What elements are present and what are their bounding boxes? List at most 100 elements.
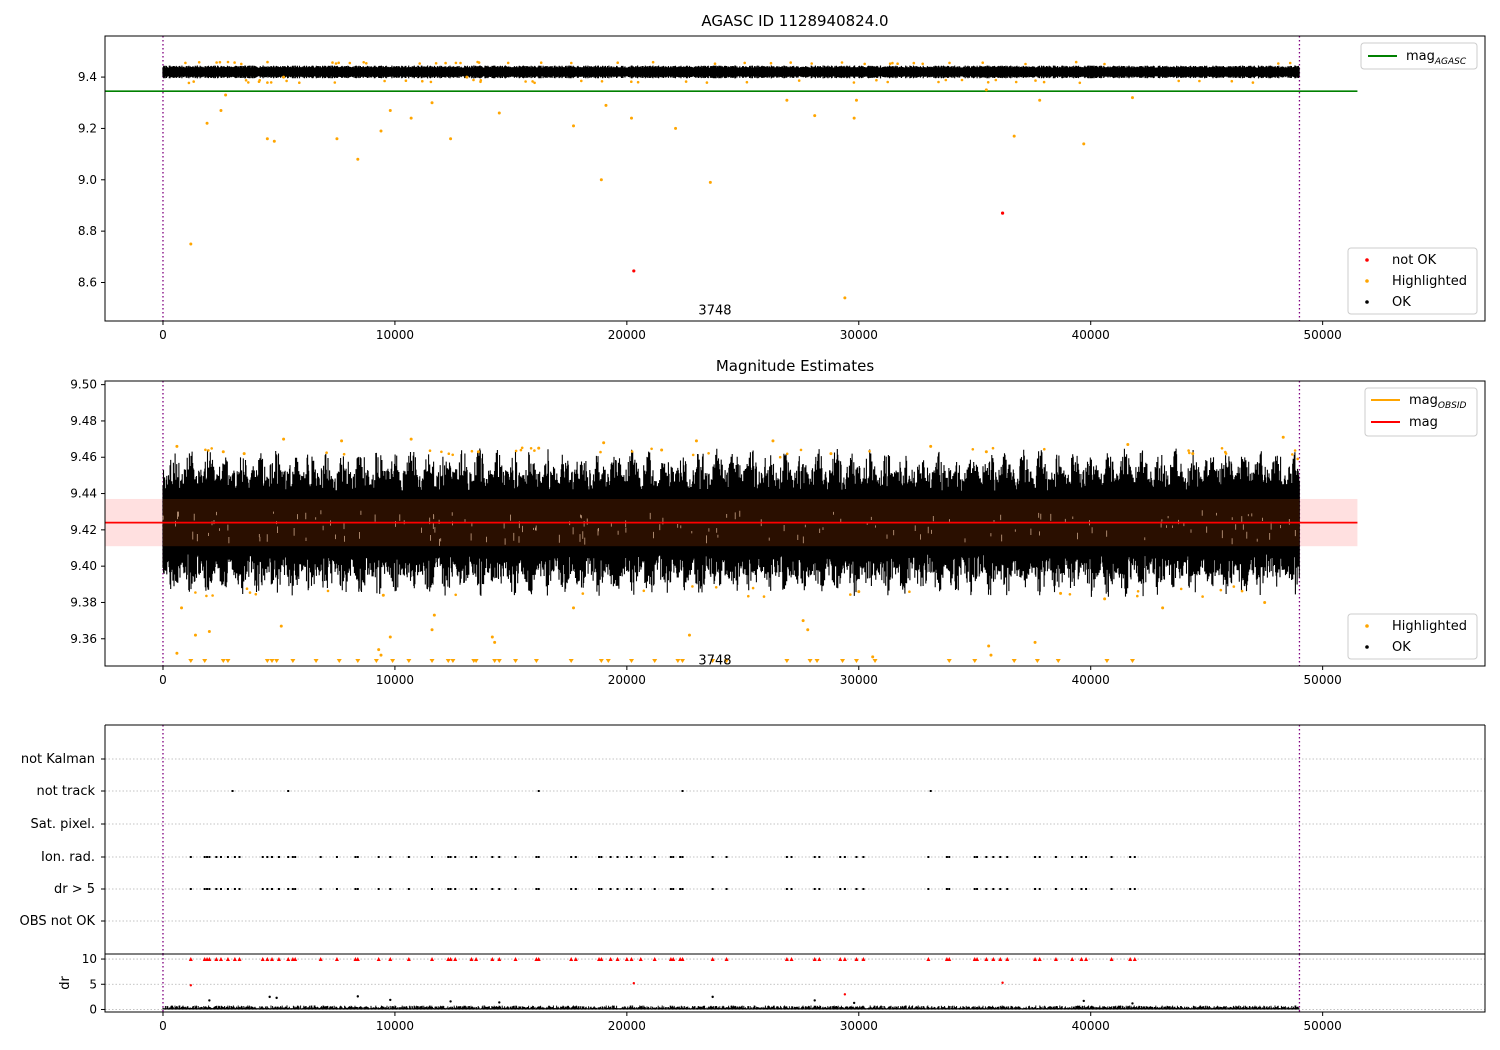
highlighted-point — [1232, 585, 1236, 588]
dr-clipped-marker — [854, 957, 859, 962]
highlighted-point — [1177, 79, 1180, 83]
highlighted-point — [751, 586, 755, 590]
flag-point — [319, 888, 322, 890]
flag-point — [948, 888, 951, 890]
flag-point — [973, 856, 976, 858]
highlighted-point — [205, 594, 208, 598]
highlighted-point — [797, 79, 801, 82]
dr-not-ok-point — [843, 993, 847, 996]
flag-point — [725, 888, 728, 890]
flag-points — [189, 856, 1136, 858]
highlighted-point — [531, 80, 534, 83]
dr-clipped-marker — [991, 957, 996, 962]
dr-point — [449, 1000, 452, 1003]
flag-point — [639, 856, 642, 858]
flag-point — [238, 856, 241, 858]
highlighted-point — [524, 80, 527, 83]
highlighted-point — [218, 60, 222, 64]
flag-point — [377, 856, 380, 858]
highlighted-point — [1179, 587, 1183, 591]
dr-clipped-marker — [838, 957, 843, 962]
highlighted-point — [240, 62, 243, 66]
flag-point — [1110, 888, 1113, 890]
flag-point — [948, 856, 951, 858]
dr-clipped-marker — [188, 957, 193, 962]
flag-point — [261, 856, 264, 858]
highlighted-point — [1103, 62, 1106, 66]
legend-item-ok: OK — [1392, 295, 1411, 310]
highlighted-point — [519, 448, 523, 452]
highlighted-point — [1288, 61, 1292, 65]
clipped-marker — [202, 659, 208, 663]
highlighted-point — [630, 450, 634, 453]
clipped-marker — [429, 659, 435, 663]
highlighted-point — [409, 116, 413, 120]
highlighted-point — [1136, 590, 1140, 593]
highlighted-point — [490, 635, 494, 639]
highlighted-point — [476, 450, 480, 454]
dr-clipped-markers — [188, 957, 1137, 962]
clipped-marker — [784, 659, 790, 663]
flag-point — [270, 856, 273, 858]
flag-point — [574, 888, 577, 890]
highlighted-point — [381, 593, 385, 597]
dr-clipped-marker — [1084, 957, 1089, 962]
clipped-marker — [568, 659, 574, 663]
flag-point — [1006, 888, 1009, 890]
flag-point — [449, 888, 452, 890]
dr-clipped-marker — [842, 957, 847, 962]
flag-point — [630, 888, 633, 890]
flag-label: dr > 5 — [54, 882, 95, 897]
highlighted-point — [334, 62, 338, 65]
highlighted-point — [630, 80, 633, 83]
highlighted-point — [581, 592, 585, 595]
highlighted-point — [602, 441, 606, 445]
dr-clipped-marker — [926, 957, 931, 962]
highlighted-point — [1078, 81, 1082, 85]
clipped-marker — [1011, 659, 1017, 663]
clipped-marker — [710, 659, 716, 663]
flag-point — [672, 856, 675, 858]
highlighted-point — [778, 455, 782, 459]
x-tick-label: 30000 — [840, 673, 878, 687]
highlighted-point — [447, 452, 451, 456]
flag-point — [233, 888, 236, 890]
dr-clipped-marker — [947, 957, 952, 962]
x-tick-label: 50000 — [1304, 328, 1342, 342]
flag-label: Ion. rad. — [41, 850, 95, 865]
highlighted-point — [204, 448, 207, 452]
flag-point — [1110, 856, 1113, 858]
flag-label: Sat. pixel. — [31, 817, 95, 832]
dr-point — [498, 1001, 501, 1004]
clipped-marker — [225, 659, 231, 663]
dr-clipped-marker — [861, 957, 866, 962]
highlighted-point — [1263, 600, 1267, 604]
dr-point — [1131, 1002, 1134, 1005]
highlighted-point — [691, 585, 694, 588]
highlighted-point — [849, 593, 852, 596]
flag-point — [470, 888, 473, 890]
flag-point — [818, 888, 821, 890]
highlighted-point — [493, 640, 497, 644]
highlighted-point — [1043, 447, 1046, 451]
clipped-markers — [188, 659, 1135, 663]
highlighted-point — [971, 448, 975, 451]
flag-point — [287, 888, 290, 890]
clipped-marker — [492, 659, 498, 663]
highlighted-point — [325, 451, 328, 455]
flag-point — [1080, 888, 1083, 890]
highlighted-point — [852, 81, 856, 84]
highlighted-point — [840, 61, 844, 64]
clipped-marker — [872, 659, 878, 663]
highlighted-point — [599, 178, 603, 182]
highlighted-point — [192, 80, 195, 83]
panel-2-title: Magnitude Estimates — [716, 357, 874, 375]
flag-point — [570, 888, 573, 890]
highlighted-point — [1251, 81, 1255, 84]
flag-point — [598, 888, 601, 890]
flag-point — [1129, 888, 1132, 890]
dr-clipped-marker — [469, 957, 474, 962]
panel-dr: 0 5 10 0 10000 20000 30000 40000 50000 dr — [58, 952, 1486, 1033]
dr-clipped-marker — [1079, 957, 1084, 962]
